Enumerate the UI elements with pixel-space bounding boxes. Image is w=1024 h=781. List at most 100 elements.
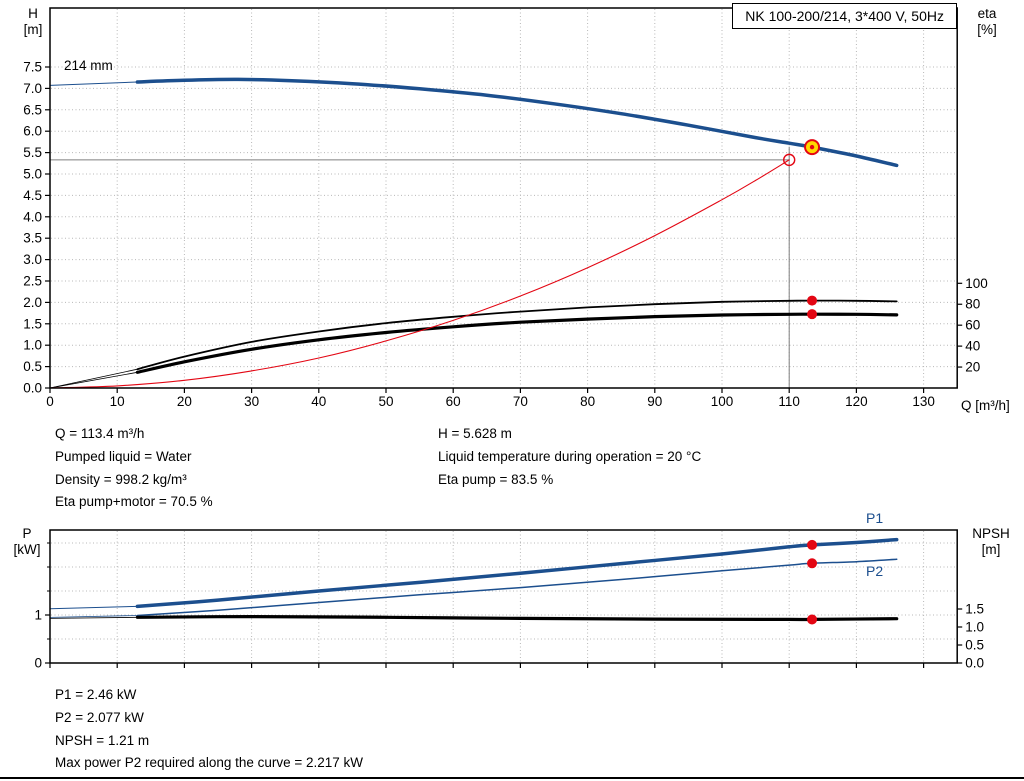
svg-text:2.5: 2.5 — [23, 274, 42, 289]
svg-text:4.5: 4.5 — [23, 188, 42, 203]
svg-text:1.5: 1.5 — [965, 602, 984, 617]
svg-text:40: 40 — [311, 394, 326, 409]
eta-pump-motor-curve — [135, 312, 899, 374]
svg-text:90: 90 — [647, 394, 662, 409]
svg-text:20: 20 — [177, 394, 192, 409]
p1-value: P1 = 2.46 kW — [55, 687, 137, 702]
svg-text:20: 20 — [965, 360, 980, 375]
svg-text:80: 80 — [580, 394, 595, 409]
rated-point — [783, 153, 796, 167]
p1-lead — [49, 605, 138, 610]
eta-pump-motor-point — [807, 309, 818, 320]
svg-text:70: 70 — [513, 394, 528, 409]
hq-frame — [49, 7, 958, 389]
svg-text:100: 100 — [965, 276, 988, 291]
svg-text:130: 130 — [912, 394, 935, 409]
svg-text:80: 80 — [965, 297, 980, 312]
p2-curve-label: P2 — [866, 563, 884, 579]
npsh-point — [807, 614, 818, 625]
hq-markers — [783, 139, 821, 320]
eta-axis-label: eta [%] — [964, 6, 1010, 38]
svg-text:0.0: 0.0 — [23, 381, 42, 396]
eta-pump-curve — [136, 299, 898, 371]
npsh-lead — [49, 616, 138, 619]
density-value: Density = 998.2 kg/m³ — [55, 471, 187, 487]
p2-lead — [49, 615, 138, 618]
npsh-axis-symbol: NPSH — [972, 526, 1010, 541]
hq-series — [49, 77, 899, 389]
npsh-axis-label: NPSH [m] — [962, 526, 1020, 558]
eta-pump-motor-value: Eta pump+motor = 70.5 % — [55, 494, 213, 510]
operating-data-left: Q = 113.4 m³/h Pumped liquid = Water Den… — [55, 423, 213, 514]
svg-text:2.0: 2.0 — [23, 295, 42, 310]
svg-text:6.0: 6.0 — [23, 124, 42, 139]
h-axis-unit: [m] — [23, 22, 43, 37]
svg-text:7.5: 7.5 — [23, 60, 42, 75]
svg-text:4.0: 4.0 — [23, 209, 42, 224]
hq-axes: 0 10 20 30 40 50 60 70 80 90 100 110 120 130 0.0 0.5 1.0… — [23, 60, 988, 410]
p2-value: P2 = 2.077 kW — [55, 709, 144, 725]
eta-axis-symbol: eta — [977, 6, 997, 21]
p1-curve-label: P1 — [866, 510, 884, 526]
power-grid — [51, 531, 957, 662]
svg-text:100: 100 — [711, 394, 734, 409]
svg-text:5.5: 5.5 — [23, 145, 42, 160]
svg-text:0: 0 — [46, 394, 54, 409]
svg-text:0.5: 0.5 — [23, 359, 42, 374]
p-axis-symbol: P — [22, 526, 32, 541]
npsh-value: NPSH = 1.21 m — [55, 732, 150, 748]
head-curve-lead — [49, 81, 138, 86]
svg-text:110: 110 — [778, 394, 800, 409]
svg-text:1.0: 1.0 — [965, 620, 984, 635]
svg-text:3.5: 3.5 — [23, 231, 42, 246]
impeller-diameter-label: 214 mm — [64, 58, 113, 73]
npsh-axis-unit: [m] — [981, 542, 1001, 557]
operating-data-right: H = 5.628 m Liquid temperature during op… — [438, 423, 701, 491]
svg-text:60: 60 — [446, 394, 461, 409]
npsh-curve — [135, 615, 899, 622]
p1-point — [807, 539, 818, 550]
liquid-temperature: Liquid temperature during operation = 20… — [438, 448, 702, 464]
window-bottom-border — [0, 777, 1024, 779]
power-data: P1 = 2.46 kW P2 = 2.077 kW NPSH = 1.21 m… — [55, 684, 363, 775]
svg-text:120: 120 — [845, 394, 868, 409]
flow-value: Q = 113.4 m³/h — [55, 426, 145, 441]
svg-text:30: 30 — [244, 394, 259, 409]
power-markers — [807, 539, 818, 625]
svg-text:6.5: 6.5 — [23, 102, 42, 117]
head-value: H = 5.628 m — [438, 426, 512, 441]
svg-text:60: 60 — [965, 318, 980, 333]
svg-text:1: 1 — [34, 608, 42, 623]
system-curve — [49, 159, 790, 389]
svg-text:0: 0 — [34, 656, 42, 671]
svg-text:5.0: 5.0 — [23, 167, 42, 182]
svg-text:7.0: 7.0 — [23, 81, 42, 96]
hq-crosshair — [50, 147, 790, 388]
eta-pump-motor-lead — [49, 371, 138, 389]
eta-pump-point — [807, 295, 818, 306]
max-power-note: Max power P2 required along the curve = … — [55, 755, 364, 771]
power-series — [49, 537, 899, 622]
hq-grid — [51, 9, 957, 387]
svg-text:10: 10 — [110, 394, 125, 409]
p-axis-label: P [kW] — [6, 526, 48, 558]
svg-text:1.5: 1.5 — [23, 316, 42, 331]
svg-text:3.0: 3.0 — [23, 252, 42, 267]
q-axis-label: Q [m³/h] — [961, 398, 1010, 413]
eta-pump-value: Eta pump = 83.5 % — [438, 471, 554, 487]
duty-point-center — [809, 144, 815, 150]
pump-title-box: NK 100-200/214, 3*400 V, 50Hz — [732, 3, 957, 29]
h-axis-symbol: H — [28, 6, 38, 21]
power-frame — [49, 529, 958, 664]
p-axis-unit: [kW] — [13, 542, 41, 557]
eta-pump-lead — [49, 368, 138, 389]
svg-text:1.0: 1.0 — [23, 338, 42, 353]
p2-point — [807, 558, 818, 569]
head-curve-214mm — [135, 77, 899, 168]
power-axes: 0 1 0.0 0.5 1.0 1.5 — [34, 542, 984, 671]
svg-text:0.5: 0.5 — [965, 638, 984, 653]
svg-text:50: 50 — [378, 394, 393, 409]
svg-text:40: 40 — [965, 339, 980, 354]
